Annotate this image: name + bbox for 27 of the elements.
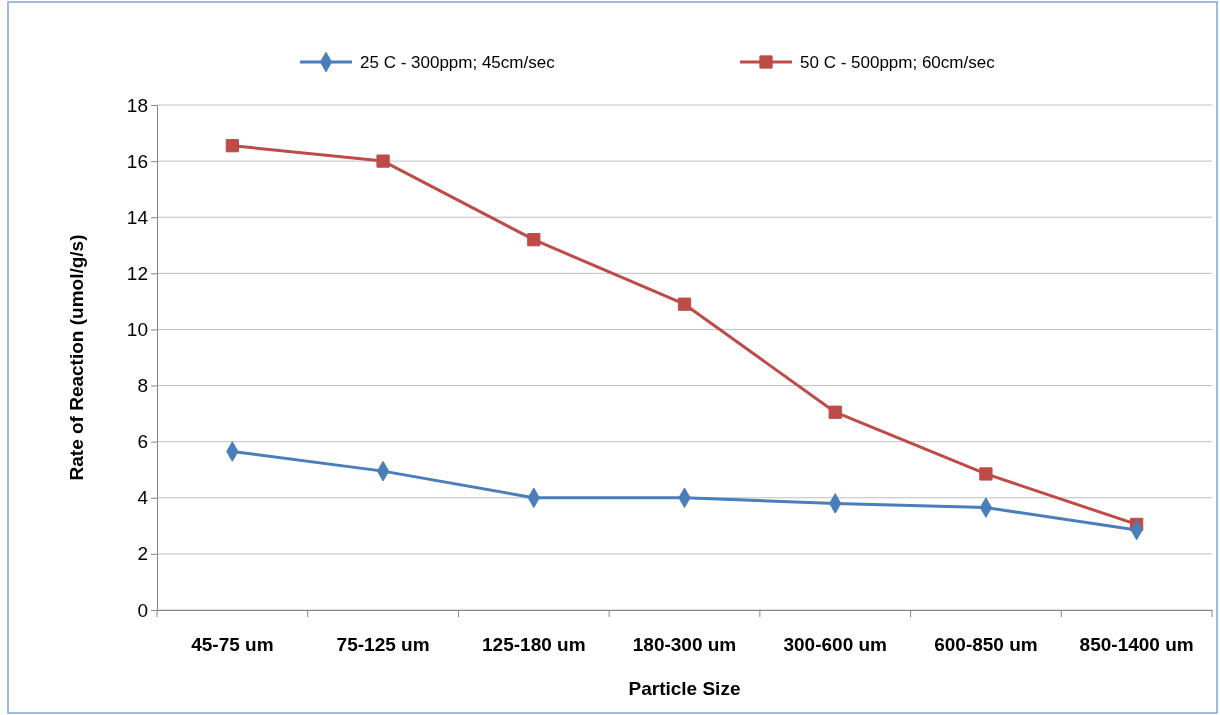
point [828,405,842,419]
y-tick-label: 2 [137,543,148,565]
point [376,154,390,168]
y-tick-label: 6 [137,431,148,453]
x-tick-label: 300-600 um [783,634,887,656]
y-tick-label: 0 [137,599,148,621]
x-tick-label: 850-1400 um [1079,634,1194,656]
x-axis-title: Particle Size [628,678,741,699]
y-axis-title: Rate of Reaction (umol/g/s) [66,234,87,481]
x-tick-label: 45-75 um [191,634,274,656]
x-tick-label: 180-300 um [632,634,737,656]
x-tick-label: 75-125 um [336,634,430,656]
legend-label: 50 C - 500ppm; 60cm/sec [800,53,996,72]
y-tick-label: 16 [126,150,148,172]
legend-label: 25 C - 300ppm; 45cm/sec [360,53,556,72]
point [225,139,239,153]
y-tick-label: 8 [137,375,148,397]
y-tick-label: 10 [126,319,148,341]
y-tick-label: 4 [137,487,149,509]
y-tick-label: 18 [126,94,148,116]
y-tick-label: 12 [126,262,148,284]
point [677,297,692,311]
x-tick-label: 600-850 um [934,634,1038,656]
x-tick-label: 125-180 um [482,634,586,656]
point [527,233,541,247]
point [979,467,993,481]
y-tick-label: 14 [126,206,149,228]
